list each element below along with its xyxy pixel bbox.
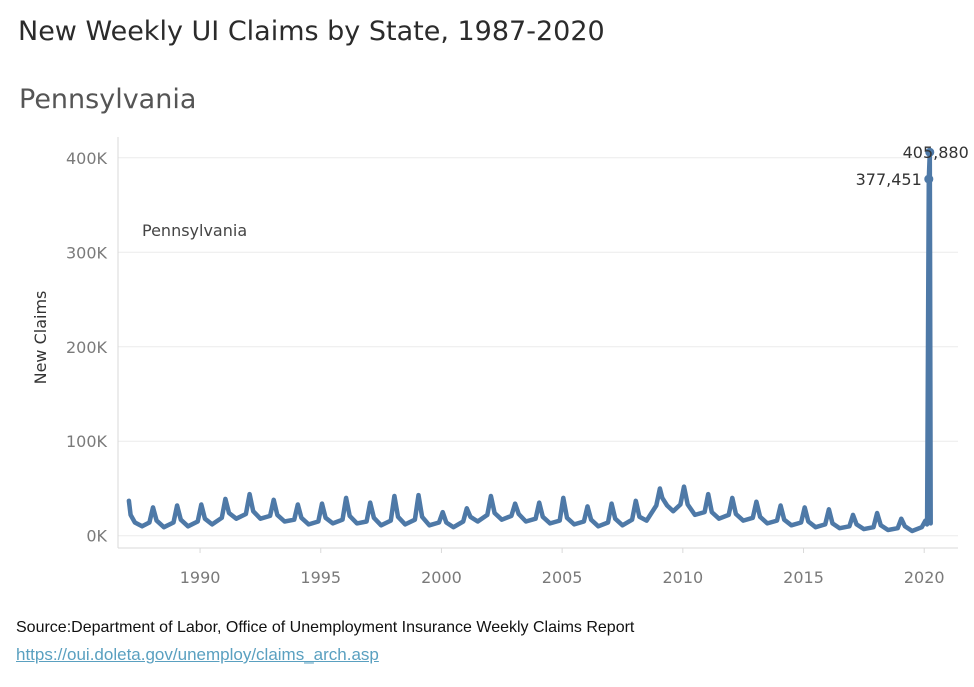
data-point-marker [925,147,935,157]
series-layer [126,149,933,534]
y-tick-label: 200K [66,338,108,357]
gridlines [118,157,958,537]
data-label: 377,451 [856,170,922,189]
x-tick-label: 2015 [783,568,824,587]
x-tick-label: 2010 [662,568,703,587]
line-chart: 0K 100K 200K 300K 400K 1990 1995 2000 2005 2010 20… [31,137,969,587]
data-point-marker [924,174,934,184]
axes: 0K 100K 200K 300K 400K 1990 1995 2000 2005 2010 20… [31,137,958,587]
data-label: 405,880 [903,143,969,162]
x-tick-label: 1990 [180,568,221,587]
x-tick-label: 2005 [542,568,583,587]
source-link[interactable]: https://oui.doleta.gov/unemploy/claims_a… [16,645,379,664]
y-tick-label: 0K [86,527,107,546]
y-axis-label: New Claims [31,291,50,385]
x-tick-label: 2000 [421,568,462,587]
x-tick-label: 1995 [300,568,341,587]
page-title: New Weekly UI Claims by State, 1987-2020 [18,16,605,47]
data-labels: Pennsylvania 405,880 377,451 [142,143,969,240]
y-tick-label: 400K [66,149,108,168]
series-label: Pennsylvania [142,221,247,240]
source-note: Source:Department of Labor, Office of Un… [16,619,635,636]
y-tick-label: 100K [66,432,108,451]
x-tick-label: 2020 [904,568,945,587]
chart-subtitle: Pennsylvania [19,84,197,115]
series-line-pennsylvania [126,149,933,534]
y-tick-label: 300K [66,243,108,262]
